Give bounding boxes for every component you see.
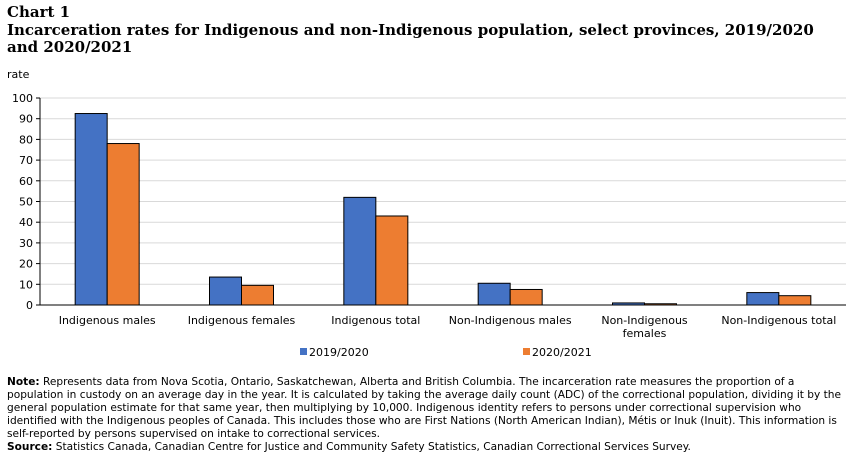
note-text: Represents data from Nova Scotia, Ontari…	[7, 376, 842, 440]
note-label: Note:	[7, 376, 40, 388]
x-tick-label: Non-Indigenous males	[449, 314, 572, 327]
source-text: Statistics Canada, Canadian Centre for J…	[52, 441, 691, 453]
y-tick-label: 20	[19, 258, 33, 271]
chart-title: Incarceration rates for Indigenous and n…	[7, 21, 814, 56]
y-tick-label: 100	[12, 92, 33, 105]
legend-swatch	[523, 348, 530, 355]
bar	[106, 143, 140, 306]
x-tick-label: Non-Indigenous total	[721, 314, 836, 327]
source-label: Source:	[7, 441, 53, 453]
x-tick-label: Indigenous total	[331, 314, 420, 327]
x-tick-label: Indigenous males	[59, 314, 156, 327]
bar	[375, 215, 409, 306]
y-tick-label: 50	[19, 196, 33, 209]
y-tick-label: 80	[19, 133, 33, 146]
bar	[746, 292, 780, 306]
bar	[241, 284, 274, 306]
chart-number: Chart 1	[7, 3, 71, 21]
y-tick-label: 90	[19, 113, 33, 126]
chart-notes: Note: Represents data from Nova Scotia, …	[7, 376, 849, 454]
bar	[343, 196, 377, 306]
legend-label: 2020/2021	[532, 346, 592, 359]
y-axis-label: rate	[7, 68, 30, 81]
x-tick-label: Non-Indigenous females	[601, 314, 688, 340]
y-tick-label: 30	[19, 237, 33, 250]
legend-swatch	[300, 348, 307, 355]
legend-label: 2019/2020	[309, 346, 369, 359]
bar	[74, 113, 108, 306]
y-tick-label: 10	[19, 278, 33, 291]
bar	[509, 288, 543, 306]
bar	[477, 282, 511, 306]
y-tick-label: 40	[19, 216, 33, 229]
y-tick-label: 70	[19, 154, 33, 167]
y-tick-label: 0	[26, 299, 33, 312]
bar	[209, 276, 242, 306]
x-tick-label: Indigenous females	[188, 314, 296, 327]
y-tick-label: 60	[19, 175, 33, 188]
bar	[778, 295, 812, 306]
